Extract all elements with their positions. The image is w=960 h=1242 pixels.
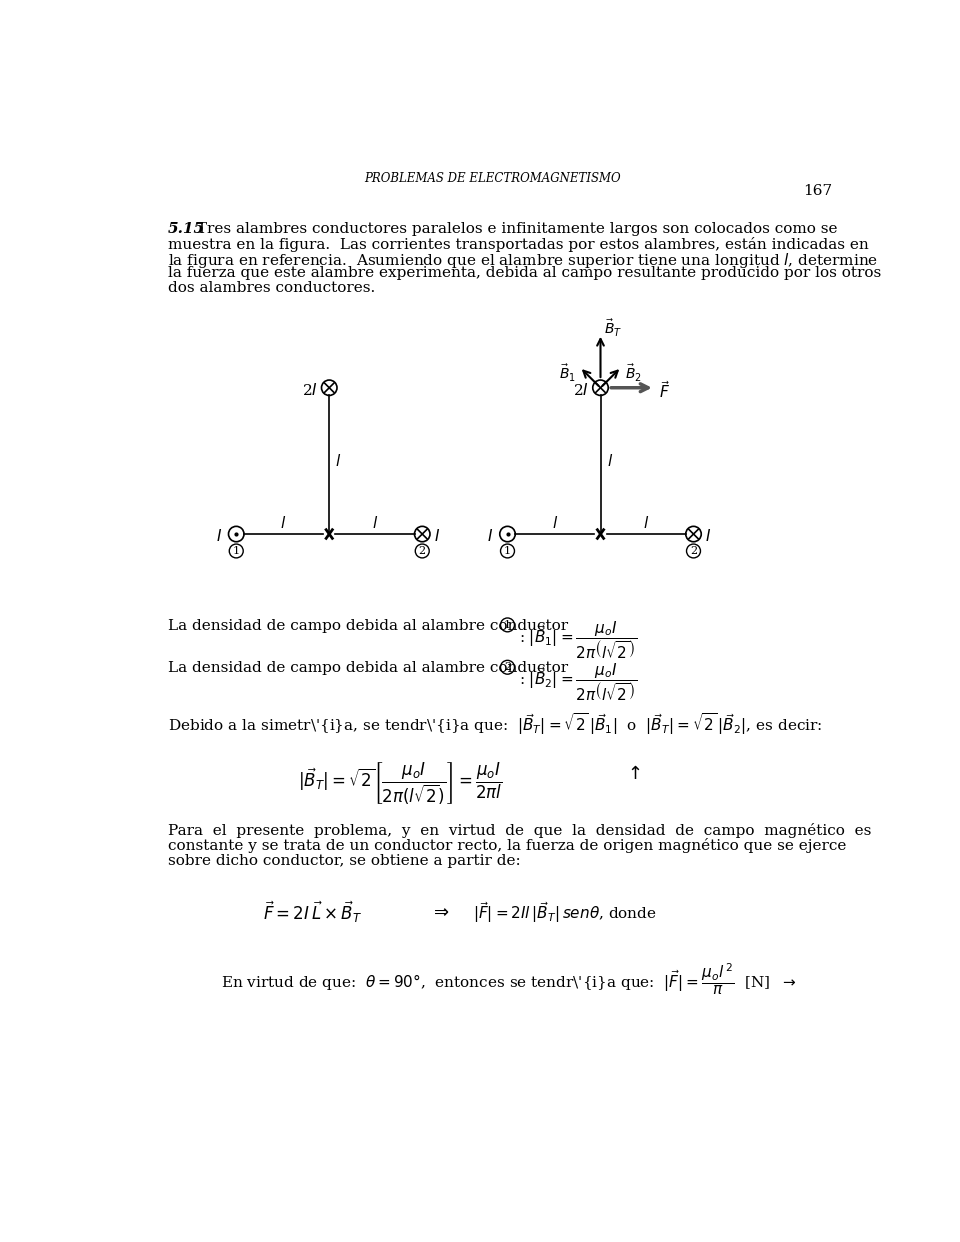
Text: $|\vec{F}|=2Il\,|\vec{B}_T|\,sen\theta$, donde: $|\vec{F}|=2Il\,|\vec{B}_T|\,sen\theta$,… (472, 899, 657, 925)
Text: $\vec{B}_1$: $\vec{B}_1$ (559, 363, 576, 384)
Text: 1: 1 (232, 546, 240, 556)
Text: Debido a la simetr\'{i}a, se tendr\'{i}a que:  $|\vec{B}_T|=\sqrt{2}\,|\vec{B}_1: Debido a la simetr\'{i}a, se tendr\'{i}a… (168, 712, 823, 737)
Text: la fuerza que este alambre experimenta, debida al campo resultante producido por: la fuerza que este alambre experimenta, … (168, 266, 881, 281)
Text: La densidad de campo debida al alambre conductor: La densidad de campo debida al alambre c… (168, 661, 568, 676)
Text: PROBLEMAS DE ELECTROMAGNETISMO: PROBLEMAS DE ELECTROMAGNETISMO (364, 171, 620, 185)
Text: La densidad de campo debida al alambre conductor: La densidad de campo debida al alambre c… (168, 619, 568, 632)
Text: 1: 1 (504, 620, 511, 630)
Text: $l$: $l$ (335, 453, 342, 469)
Text: $I$: $I$ (216, 528, 223, 544)
Text: $I$: $I$ (706, 528, 711, 544)
Text: $\vec{B}_T$: $\vec{B}_T$ (605, 318, 623, 339)
Text: muestra en la figura.  Las corrientes transportadas por estos alambres, están in: muestra en la figura. Las corrientes tra… (168, 237, 869, 252)
Text: : $|\vec{B}_2|=\dfrac{\mu_o I}{2\pi\left(l\sqrt{2}\right)}$: : $|\vec{B}_2|=\dfrac{\mu_o I}{2\pi\left… (519, 661, 637, 703)
Text: $\vec{B}_2$: $\vec{B}_2$ (625, 363, 642, 384)
Text: $l$: $l$ (643, 515, 649, 532)
Text: En virtud de que:  $\theta=90°$,  entonces se tendr\'{i}a que:  $|\vec{F}|=\dfra: En virtud de que: $\theta=90°$, entonces… (221, 961, 796, 997)
Text: Tres alambres conductores paralelos e infinitamente largos son colocados como se: Tres alambres conductores paralelos e in… (192, 222, 837, 236)
Text: 2: 2 (690, 546, 697, 556)
Text: $l$: $l$ (280, 515, 287, 532)
Text: 2: 2 (419, 546, 426, 556)
Text: $\Rightarrow$: $\Rightarrow$ (430, 902, 449, 920)
Text: $I$: $I$ (488, 528, 493, 544)
Text: $l$: $l$ (607, 453, 612, 469)
Text: : $|\vec{B}_1|=\dfrac{\mu_o I}{2\pi\left(l\sqrt{2}\right)}$: : $|\vec{B}_1|=\dfrac{\mu_o I}{2\pi\left… (519, 619, 637, 661)
Text: $\uparrow$: $\uparrow$ (624, 765, 640, 782)
Text: 2$I$: 2$I$ (301, 383, 318, 397)
Text: 5.15: 5.15 (168, 222, 205, 236)
Text: Para  el  presente  problema,  y  en  virtud  de  que  la  densidad  de  campo  : Para el presente problema, y en virtud d… (168, 822, 872, 838)
Text: $|\vec{B}_T|=\sqrt{2}\left[\dfrac{\mu_o I}{2\pi\left(l\sqrt{2}\right)}\right]=\d: $|\vec{B}_T|=\sqrt{2}\left[\dfrac{\mu_o … (299, 761, 503, 807)
Text: dos alambres conductores.: dos alambres conductores. (168, 281, 375, 294)
Text: 1: 1 (504, 546, 511, 556)
Text: 167: 167 (803, 184, 832, 199)
Text: $l$: $l$ (372, 515, 378, 532)
Text: sobre dicho conductor, se obtiene a partir de:: sobre dicho conductor, se obtiene a part… (168, 853, 520, 868)
Text: 2: 2 (504, 662, 511, 672)
Text: $l$: $l$ (552, 515, 558, 532)
Text: 2$I$: 2$I$ (573, 383, 588, 397)
Text: $I$: $I$ (434, 528, 440, 544)
Text: constante y se trata de un conductor recto, la fuerza de origen magnético que se: constante y se trata de un conductor rec… (168, 838, 847, 853)
Text: la figura en referencia.  Asumiendo que el alambre superior tiene una longitud $: la figura en referencia. Asumiendo que e… (168, 251, 878, 271)
Text: $\vec{F}=2I\,\vec{L}\times\vec{B}_T$: $\vec{F}=2I\,\vec{L}\times\vec{B}_T$ (263, 899, 363, 925)
Text: $\vec{F}$: $\vec{F}$ (659, 380, 669, 400)
